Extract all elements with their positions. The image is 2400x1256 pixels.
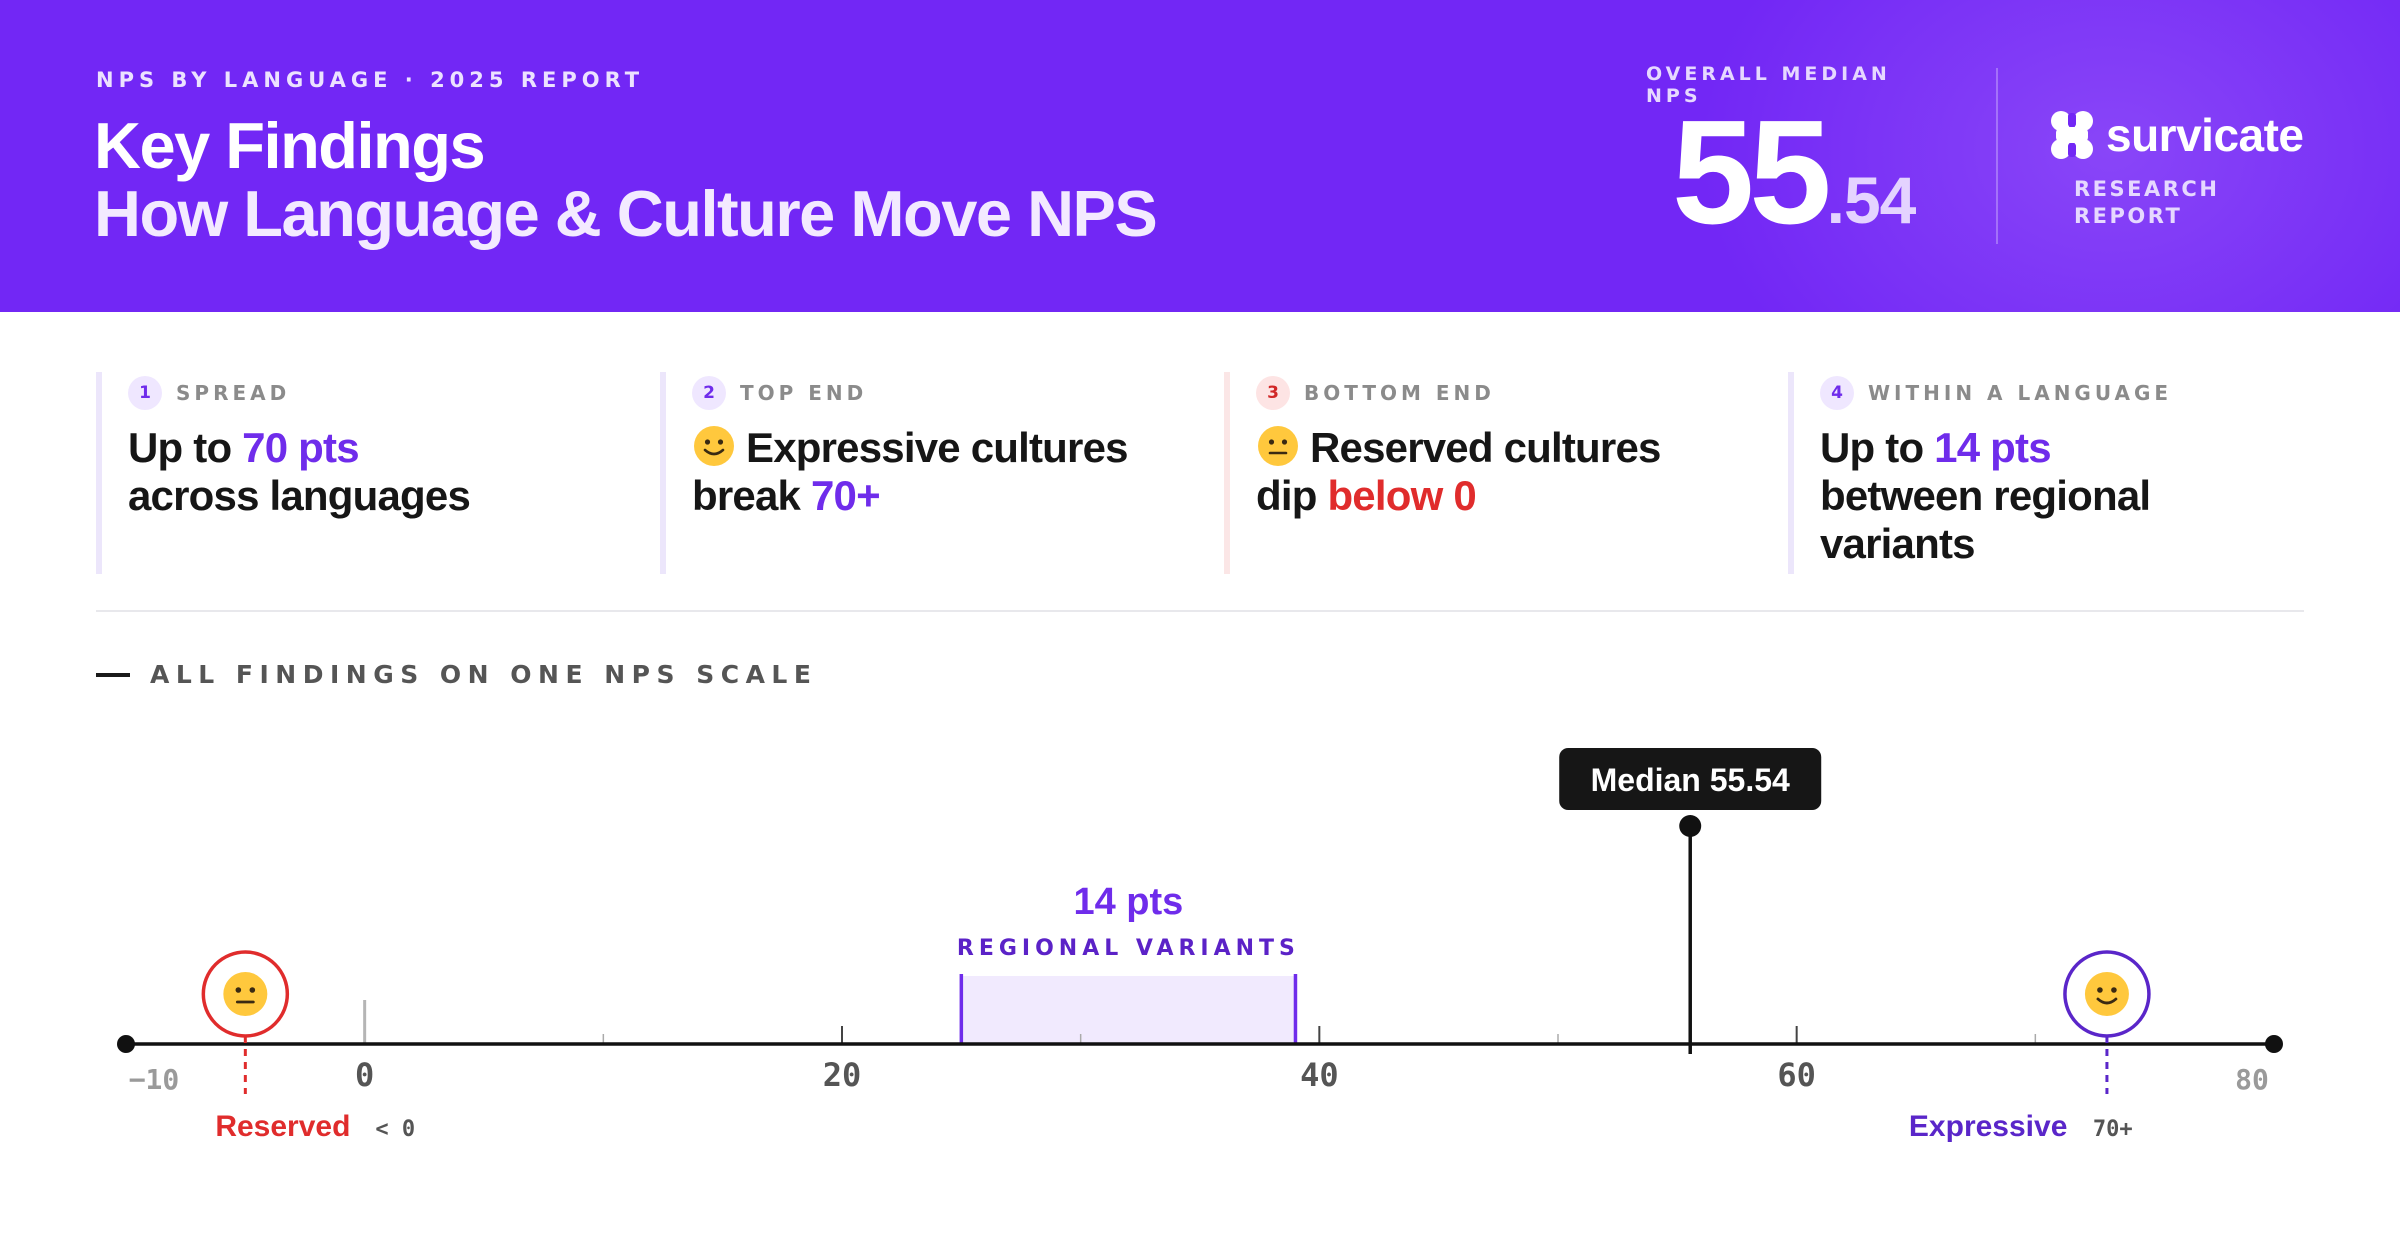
reserved-marker-eye — [235, 987, 242, 993]
card-accent-bar — [660, 372, 666, 574]
survicate-logo-icon — [2051, 111, 2093, 159]
card-header: 1 SPREAD — [128, 376, 616, 410]
finding-card-bottom-end: 3 BOTTOM END Reserved cultures dip below… — [1224, 372, 1744, 574]
card-text-line2: break — [692, 472, 811, 519]
tick-label: 80 — [2235, 1063, 2269, 1096]
header-divider — [1996, 68, 1998, 244]
regional-variants-band — [961, 976, 1296, 1044]
card-text: Expressive cultures — [746, 424, 1129, 471]
card-text: Up to — [1820, 424, 1935, 471]
axis-end-cap — [2265, 1035, 2283, 1053]
card-number-badge: 4 — [1820, 376, 1854, 410]
card-highlight: 70 pts — [242, 424, 359, 471]
neutral-face-icon — [1258, 426, 1298, 466]
card-label: SPREAD — [176, 381, 291, 405]
expressive-marker-eye — [2097, 987, 2103, 993]
reserved-marker-eye — [249, 987, 256, 993]
card-highlight: below 0 — [1327, 472, 1476, 519]
median-value: 55.54 — [1672, 88, 1917, 258]
card-body: Reserved cultures dip below 0 — [1256, 424, 1744, 520]
card-text-line2: dip — [1256, 472, 1328, 519]
brand-name: survicate — [2106, 109, 2304, 161]
card-accent-bar — [96, 372, 102, 574]
card-text-line3: variants — [1820, 520, 1976, 567]
card-highlight: 70+ — [810, 472, 881, 519]
slightly-smiling-face-icon — [694, 426, 734, 466]
card-text: Reserved cultures — [1310, 424, 1661, 471]
reserved-note: < 0 — [375, 1117, 415, 1142]
axis-start-cap — [117, 1035, 135, 1053]
header-glow — [1700, 0, 2400, 312]
tick-label: 20 — [823, 1056, 862, 1094]
card-header: 4 WITHIN A LANGUAGE — [1820, 376, 2308, 410]
reserved-label: Reserved — [215, 1110, 350, 1143]
title-dash — [96, 672, 130, 677]
card-text-line2: between regional — [1820, 472, 2151, 519]
header-banner: NPS BY LANGUAGE · 2025 REPORT Key Findin… — [0, 0, 2400, 312]
band-caption: REGIONAL VARIANTS — [957, 936, 1300, 961]
card-accent-bar — [1788, 372, 1794, 574]
card-header: 2 TOP END — [692, 376, 1180, 410]
median-tooltip — [1559, 748, 1822, 810]
median-dot — [1679, 815, 1702, 837]
median-decimal: .54 — [1826, 163, 1917, 237]
nps-scale-chart: 14 pts REGIONAL VARIANTS −10 0 20 40 60 80 Media… — [117, 748, 2283, 1143]
card-number-badge: 2 — [692, 376, 726, 410]
finding-card-spread: 1 SPREAD Up to 70 pts across languages — [96, 372, 616, 574]
expressive-marker-face-icon — [2084, 972, 2129, 1016]
expressive-marker-eye — [2111, 987, 2117, 993]
expressive-label: Expressive — [1909, 1110, 2067, 1143]
card-accent-bar — [1224, 372, 1230, 574]
card-text: Up to — [128, 424, 243, 471]
card-body: Expressive cultures break 70+ — [692, 424, 1180, 520]
page-subtitle: How Language & Culture Move NPS — [94, 177, 1158, 250]
brand-subtitle-line2: REPORT — [2074, 204, 2183, 228]
card-label: WITHIN A LANGUAGE — [1868, 381, 2173, 405]
brand-subtitle-line1: RESEARCH — [2074, 177, 2220, 201]
band-value-label: 14 pts — [1073, 881, 1183, 923]
card-text-line2: across languages — [128, 472, 471, 519]
page-title: Key Findings — [94, 109, 486, 182]
card-highlight: 14 pts — [1934, 424, 2051, 471]
median-label: OVERALL MEDIAN NPS — [1646, 63, 1891, 107]
report-eyebrow: NPS BY LANGUAGE · 2025 REPORT — [96, 68, 645, 92]
brand-subtitle: RESEARCH REPORT — [2074, 176, 2294, 230]
card-body: Up to 70 pts across languages — [128, 424, 616, 520]
median-integer: 55 — [1672, 90, 1832, 255]
tick-label: 60 — [1777, 1056, 1816, 1094]
tick-label: 0 — [355, 1056, 374, 1094]
brand-logo: survicate — [2046, 108, 2304, 162]
scale-section-title: ALL FINDINGS ON ONE NPS SCALE — [96, 660, 817, 689]
card-number-badge: 1 — [128, 376, 162, 410]
card-label: TOP END — [740, 381, 868, 405]
finding-card-within-language: 4 WITHIN A LANGUAGE Up to 14 pts between… — [1788, 372, 2308, 574]
section-divider — [96, 610, 2304, 612]
scale-title-text: ALL FINDINGS ON ONE NPS SCALE — [150, 660, 818, 689]
card-label: BOTTOM END — [1304, 381, 1495, 405]
card-body: Up to 14 pts between regional variants — [1820, 424, 2308, 568]
tick-label: 40 — [1300, 1056, 1339, 1094]
card-number-badge: 3 — [1256, 376, 1290, 410]
tick-label: −10 — [129, 1063, 180, 1096]
reserved-marker-face-icon — [223, 972, 268, 1016]
expressive-marker-mouth — [2096, 997, 2118, 1005]
expressive-note: 70+ — [2093, 1117, 2133, 1142]
card-header: 3 BOTTOM END — [1256, 376, 1744, 410]
median-tooltip-text: Median 55.54 — [1591, 762, 1790, 798]
finding-card-top-end: 2 TOP END Expressive cultures break 70+ — [660, 372, 1180, 574]
